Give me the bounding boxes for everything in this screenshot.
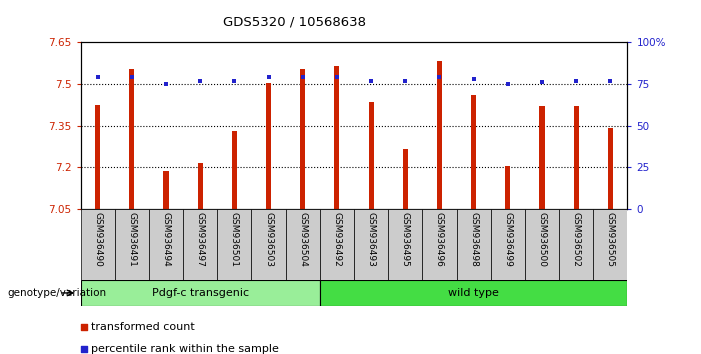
Bar [217,209,252,280]
Bar [505,166,510,209]
Text: GSM936502: GSM936502 [571,212,580,267]
Text: GSM936505: GSM936505 [606,212,615,267]
Bar [593,209,627,280]
Bar [183,209,217,280]
Point [400,78,411,84]
Text: genotype/variation: genotype/variation [7,288,106,298]
Bar [320,280,627,306]
Text: GDS5320 / 10568638: GDS5320 / 10568638 [223,16,366,29]
Text: wild type: wild type [448,288,499,298]
Text: GSM936494: GSM936494 [161,212,170,267]
Point [195,78,206,84]
Point [161,81,172,87]
Bar [300,69,306,209]
Bar [422,209,456,280]
Bar [252,209,286,280]
Text: GSM936492: GSM936492 [332,212,341,267]
Text: GSM936499: GSM936499 [503,212,512,267]
Bar [266,83,271,209]
Point [365,78,376,84]
Bar [81,280,320,306]
Text: GSM936498: GSM936498 [469,212,478,267]
Text: GSM936491: GSM936491 [128,212,137,267]
Point [502,81,513,87]
Point [229,78,240,84]
Bar [286,209,320,280]
Text: GSM936490: GSM936490 [93,212,102,267]
Point [605,78,616,84]
Text: GSM936501: GSM936501 [230,212,239,267]
Bar [149,209,183,280]
Bar [81,209,115,280]
Bar [198,163,203,209]
Bar [402,149,408,209]
Bar [320,209,354,280]
Text: GSM936504: GSM936504 [298,212,307,267]
Text: Pdgf-c transgenic: Pdgf-c transgenic [151,288,249,298]
Bar [573,106,579,209]
Bar [491,209,525,280]
Text: transformed count: transformed count [91,322,195,332]
Text: GSM936495: GSM936495 [401,212,410,267]
Text: GSM936493: GSM936493 [367,212,376,267]
Text: GSM936496: GSM936496 [435,212,444,267]
Point [332,75,343,80]
Bar [608,129,613,209]
Point [536,80,547,85]
Bar [388,209,422,280]
Text: GSM936503: GSM936503 [264,212,273,267]
Bar [334,66,339,209]
Point [468,76,479,82]
Text: percentile rank within the sample: percentile rank within the sample [91,344,279,354]
Bar [163,171,169,209]
Bar [525,209,559,280]
Bar [95,105,100,209]
Bar [456,209,491,280]
Bar [129,69,135,209]
Point [297,75,308,80]
Text: GSM936500: GSM936500 [538,212,547,267]
Bar [115,209,149,280]
Bar [232,131,237,209]
Bar [437,61,442,209]
Point [263,75,274,80]
Bar [369,102,374,209]
Bar [559,209,593,280]
Point [571,78,582,84]
Point [434,75,445,80]
Bar [471,95,476,209]
Bar [539,106,545,209]
Text: GSM936497: GSM936497 [196,212,205,267]
Point [92,75,103,80]
Point [126,75,137,80]
Bar [354,209,388,280]
